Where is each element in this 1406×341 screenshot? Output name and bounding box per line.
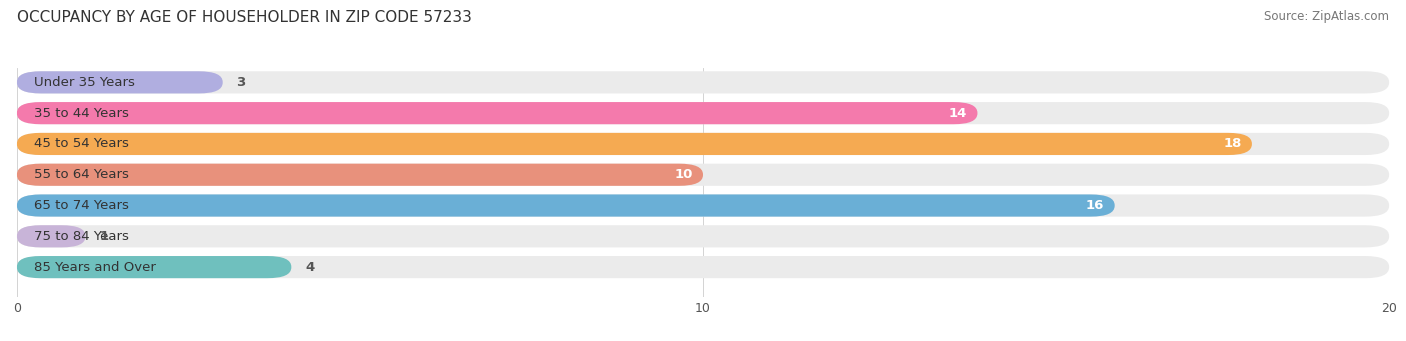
Text: 16: 16 bbox=[1085, 199, 1104, 212]
FancyBboxPatch shape bbox=[17, 71, 1389, 93]
FancyBboxPatch shape bbox=[17, 102, 1389, 124]
FancyBboxPatch shape bbox=[17, 256, 1389, 278]
Text: 75 to 84 Years: 75 to 84 Years bbox=[34, 230, 129, 243]
Text: 18: 18 bbox=[1223, 137, 1241, 150]
Text: Source: ZipAtlas.com: Source: ZipAtlas.com bbox=[1264, 10, 1389, 23]
FancyBboxPatch shape bbox=[17, 71, 222, 93]
FancyBboxPatch shape bbox=[17, 194, 1115, 217]
Text: 1: 1 bbox=[100, 230, 108, 243]
FancyBboxPatch shape bbox=[17, 102, 977, 124]
Text: 35 to 44 Years: 35 to 44 Years bbox=[34, 107, 129, 120]
FancyBboxPatch shape bbox=[17, 225, 1389, 248]
FancyBboxPatch shape bbox=[17, 256, 291, 278]
Text: Under 35 Years: Under 35 Years bbox=[34, 76, 135, 89]
FancyBboxPatch shape bbox=[17, 194, 1389, 217]
Text: 55 to 64 Years: 55 to 64 Years bbox=[34, 168, 129, 181]
Text: 14: 14 bbox=[949, 107, 967, 120]
FancyBboxPatch shape bbox=[17, 225, 86, 248]
Text: 45 to 54 Years: 45 to 54 Years bbox=[34, 137, 129, 150]
Text: 3: 3 bbox=[236, 76, 246, 89]
FancyBboxPatch shape bbox=[17, 133, 1251, 155]
Text: OCCUPANCY BY AGE OF HOUSEHOLDER IN ZIP CODE 57233: OCCUPANCY BY AGE OF HOUSEHOLDER IN ZIP C… bbox=[17, 10, 472, 25]
Text: 10: 10 bbox=[675, 168, 693, 181]
FancyBboxPatch shape bbox=[17, 133, 1389, 155]
Text: 65 to 74 Years: 65 to 74 Years bbox=[34, 199, 129, 212]
FancyBboxPatch shape bbox=[17, 164, 703, 186]
Text: 4: 4 bbox=[305, 261, 315, 273]
FancyBboxPatch shape bbox=[17, 164, 1389, 186]
Text: 85 Years and Over: 85 Years and Over bbox=[34, 261, 156, 273]
